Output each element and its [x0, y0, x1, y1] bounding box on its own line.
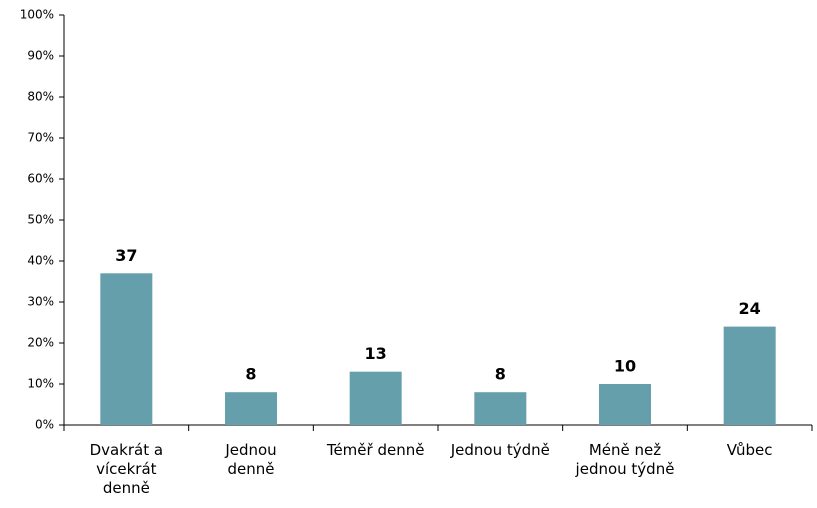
data-label: 10 — [614, 357, 636, 376]
y-tick-label: 80% — [27, 90, 54, 104]
y-tick-label: 40% — [27, 254, 54, 268]
x-tick-label: Jednou denně — [189, 441, 313, 479]
data-label: 13 — [365, 344, 387, 363]
bar — [474, 392, 526, 425]
bar — [350, 372, 402, 425]
data-label: 8 — [245, 365, 256, 384]
bar — [225, 392, 277, 425]
y-tick-label: 70% — [27, 131, 54, 145]
y-tick-label: 50% — [27, 213, 54, 227]
y-tick-label: 60% — [27, 172, 54, 186]
x-tick-label: Vůbec — [688, 441, 812, 460]
y-tick-label: 10% — [27, 377, 54, 391]
x-tick-label: Dvakrát a vícekrát denně — [64, 441, 188, 498]
y-tick-label: 30% — [27, 295, 54, 309]
chart: 0% 10% 20% 30% 40% 50% 60% 70% 80% 90% 100% 37 8 13 8 1… — [0, 0, 817, 508]
bar — [724, 327, 776, 425]
y-tick-label: 20% — [27, 336, 54, 350]
page: 0% 10% 20% 30% 40% 50% 60% 70% 80% 90% 100% 37 8 13 8 1… — [0, 0, 817, 508]
bar — [599, 384, 651, 425]
x-tick-label: Méně než jednou týdně — [563, 441, 687, 479]
x-tick-label: Jednou týdně — [438, 441, 562, 460]
y-tick-label: 0% — [35, 418, 54, 432]
y-tick-label: 100% — [20, 8, 54, 22]
x-tick-label: Téměř denně — [314, 441, 438, 460]
y-tick-label: 90% — [27, 49, 54, 63]
data-label: 8 — [495, 365, 506, 384]
data-label: 37 — [115, 246, 137, 265]
data-label: 24 — [739, 299, 761, 318]
bar — [100, 273, 152, 425]
